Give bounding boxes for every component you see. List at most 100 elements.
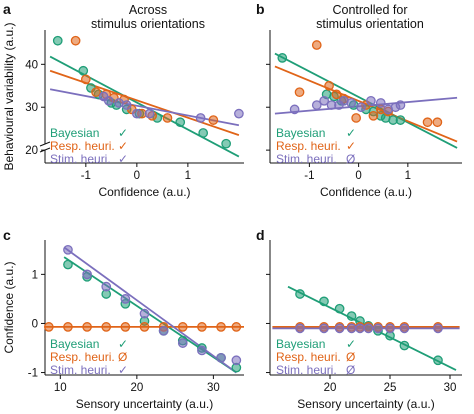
x-tick-label: 0: [134, 170, 140, 182]
y-axis-label: Behavioural variability (a.u.): [2, 22, 16, 170]
data-point-response: [63, 322, 73, 332]
x-tick-label: -1: [81, 170, 91, 182]
data-point-stimulus: [101, 281, 112, 292]
data-point-stimulus: [103, 95, 114, 106]
data-point-response: [139, 322, 150, 332]
data-point-bayesian: [221, 138, 231, 149]
legend-label-stimulus: Stim. heuri.: [50, 152, 111, 166]
data-point-stimulus: [177, 338, 188, 348]
x-tick-label: 25: [384, 382, 397, 394]
legend-label-stimulus: Stim. heuri.: [276, 152, 337, 166]
legend-mark-bayesian: ✓: [346, 126, 356, 140]
data-point-stimulus: [216, 352, 226, 363]
data-point-stimulus: [366, 95, 376, 106]
data-point-response: [432, 117, 443, 128]
data-point-stimulus: [334, 323, 345, 334]
data-point-stimulus: [399, 323, 410, 334]
y-tick-label: 20: [25, 145, 38, 157]
y-tick-label: 1: [32, 269, 38, 281]
data-point-stimulus: [82, 269, 92, 280]
legend-mark-bayesian: ✓: [118, 337, 128, 351]
panel-title: stimulus orientation: [316, 17, 424, 31]
panel-letter: a: [3, 1, 11, 17]
legend-mark-response: Ø: [118, 350, 127, 364]
legend-label-stimulus: Stim. heuri.: [50, 363, 111, 377]
data-point-stimulus: [346, 98, 357, 108]
data-point-stimulus: [131, 108, 142, 119]
x-tick-label: 20: [324, 382, 337, 394]
legend-label-bayesian: Bayesian: [276, 126, 325, 140]
data-point-stimulus: [355, 323, 365, 334]
axis-break-mark: [39, 141, 51, 147]
panel-d: d 20 25 30 Sensory uncertainty (a.u.) Bayesia…: [256, 227, 462, 411]
y-tick-label: 0: [32, 318, 38, 330]
data-point-bayesian: [175, 117, 186, 128]
data-point-response: [120, 322, 131, 332]
data-point-bayesian: [433, 355, 443, 366]
panel-letter: b: [256, 1, 265, 17]
data-point-response: [82, 322, 92, 332]
data-point-bayesian: [295, 289, 305, 299]
data-point-stimulus: [433, 323, 443, 334]
data-point-stimulus: [373, 323, 383, 334]
data-point-bayesian: [319, 296, 329, 307]
data-point-stimulus: [63, 244, 73, 255]
data-point-response: [331, 89, 342, 100]
x-tick-label: 0: [355, 170, 361, 182]
data-point-stimulus: [375, 98, 386, 108]
x-tick-label: 10: [54, 382, 67, 394]
data-point-response: [177, 322, 188, 332]
data-point-bayesian: [399, 340, 410, 351]
x-tick-label: 20: [130, 382, 143, 394]
data-point-response: [208, 115, 219, 125]
x-axis-label: Sensory uncertainty (a.u.): [297, 397, 434, 411]
data-point-stimulus: [195, 113, 206, 123]
data-point-response: [231, 322, 242, 332]
x-axis-label: Sensory uncertainty (a.u.): [76, 397, 213, 411]
panel-title: stimulus orientations: [91, 17, 205, 31]
legend-mark-stimulus: Ø: [346, 363, 355, 377]
data-point-response: [351, 113, 362, 123]
legend-label-response: Resp. heuri.: [276, 139, 341, 153]
data-point-response: [294, 87, 305, 98]
data-point-response: [324, 80, 334, 91]
x-axis-label: Confidence (a.u.): [98, 185, 190, 199]
data-point-stimulus: [144, 108, 155, 119]
data-point-bayesian: [198, 128, 209, 138]
panel-title: Across: [129, 3, 167, 17]
legend-label-stimulus: Stim. heuri.: [276, 363, 337, 377]
x-axis-label: Confidence (a.u.): [320, 185, 412, 199]
data-point-stimulus: [356, 102, 366, 113]
data-point-bayesian: [277, 53, 288, 63]
y-tick-label: -1: [28, 368, 38, 380]
data-point-response: [80, 74, 91, 85]
data-point-stimulus: [346, 323, 357, 334]
legend-label-bayesian: Bayesian: [276, 337, 325, 351]
data-point-response: [311, 40, 322, 50]
data-point-response: [70, 35, 81, 46]
data-point-stimulus: [234, 108, 244, 119]
data-point-response: [43, 322, 54, 332]
panel-title: Controlled for: [332, 3, 407, 17]
legend-mark-stimulus: ✓: [118, 152, 128, 166]
data-point-stimulus: [231, 355, 242, 366]
x-tick-label: 1: [185, 170, 191, 182]
x-tick-label: 1: [405, 170, 411, 182]
data-point-stimulus: [319, 323, 329, 334]
y-axis-label: Confidence (a.u.): [2, 261, 16, 353]
legend-mark-response: ✓: [118, 139, 128, 153]
data-point-stimulus: [120, 294, 131, 304]
data-point-stimulus: [139, 308, 150, 319]
y-tick-label: 40: [25, 59, 38, 71]
data-point-stimulus: [395, 100, 406, 110]
panel-letter: d: [256, 227, 265, 243]
fit-line-stimulus: [49, 88, 240, 127]
data-point-stimulus: [319, 95, 330, 106]
fit-line-stimulus: [63, 246, 237, 374]
data-point-response: [422, 117, 433, 128]
data-point-stimulus: [311, 100, 322, 110]
panel-letter: c: [3, 227, 11, 243]
